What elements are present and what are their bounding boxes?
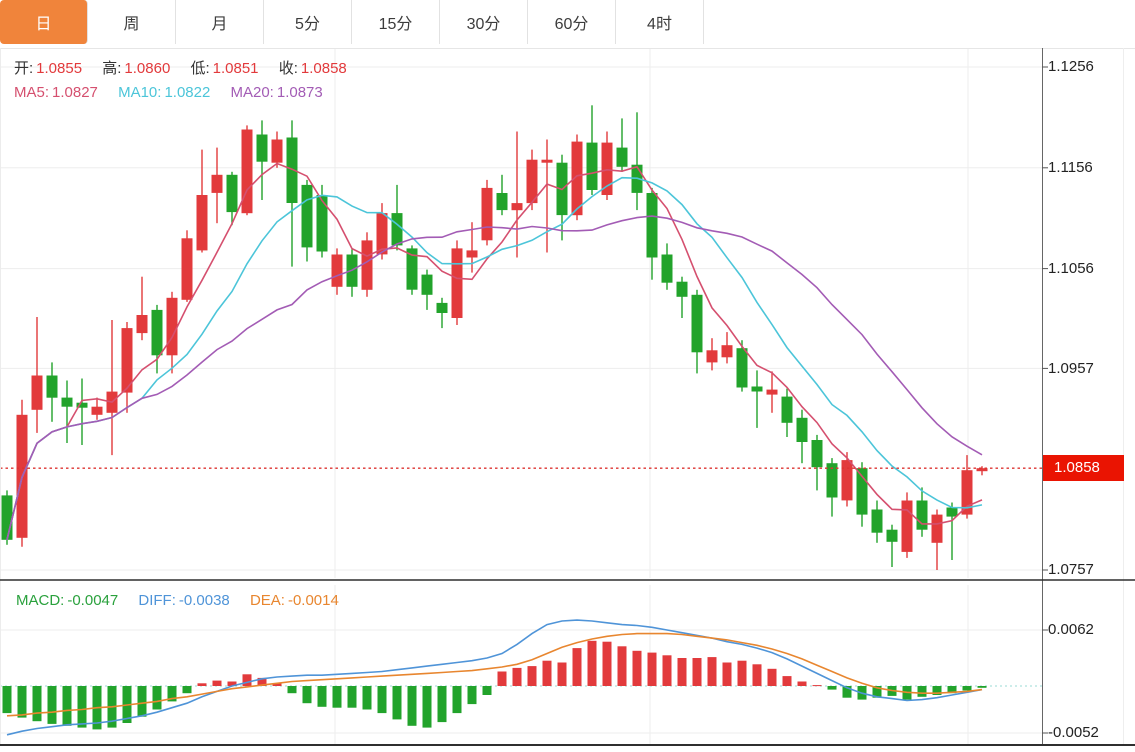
tab-30min-label: 30分 — [466, 16, 501, 33]
ohlc-readout: 开: 1.0855 高: 1.0860 低: 1.0851 收: 1.0858 — [14, 57, 363, 78]
dea-value: -0.0014 — [287, 592, 339, 609]
tab-4hour-label: 4时 — [647, 16, 672, 33]
tab-month-label: 月 — [211, 16, 228, 33]
tab-week[interactable]: 周 — [88, 0, 176, 44]
tab-month[interactable]: 月 — [176, 0, 264, 44]
y-axis-label-4: 1.0957 — [1048, 360, 1094, 377]
high-value: 1.0860 — [124, 60, 171, 77]
ma20-value: 1.0873 — [276, 84, 323, 101]
tab-60min[interactable]: 60分 — [528, 0, 616, 44]
open-label: 开: — [14, 60, 34, 77]
tab-day[interactable]: 日 — [0, 0, 88, 44]
close-value: 1.0858 — [300, 60, 347, 77]
ma-readout: MA5: 1.0827 MA10: 1.0822 MA20: 1.0873 — [14, 84, 339, 101]
open-value: 1.0855 — [36, 60, 83, 77]
high-label: 高: — [102, 60, 122, 77]
ma10-value: 1.0822 — [164, 84, 211, 101]
y-axis-label-2: 1.1156 — [1048, 159, 1093, 176]
ma5-label: MA5: — [14, 84, 50, 101]
y-axis-label-3: 1.1056 — [1048, 260, 1094, 277]
macd-readout: MACD: -0.0047 DIFF: -0.0038 DEA: -0.0014 — [16, 592, 355, 609]
y-axis-label-5: 1.0757 — [1048, 561, 1094, 578]
tab-60min-label: 60分 — [554, 16, 589, 33]
diff-value: -0.0038 — [178, 592, 230, 609]
tab-30min[interactable]: 30分 — [440, 0, 528, 44]
low-label: 低: — [190, 60, 210, 77]
y-axis-label-1: 1.1256 — [1048, 58, 1094, 75]
timeframe-tabbar: 日 周 月 5分 15分 30分 60分 4时 — [0, 0, 704, 44]
low-value: 1.0851 — [212, 60, 259, 77]
macd-axis-label-1: 0.0062 — [1048, 621, 1094, 638]
ma5-value: 1.0827 — [52, 84, 98, 101]
macd-label: MACD: — [16, 592, 65, 609]
close-label: 收: — [278, 60, 298, 77]
dea-label: DEA: — [249, 592, 285, 609]
current-price-value: 1.0858 — [1054, 459, 1100, 476]
ma20-label: MA20: — [230, 84, 274, 101]
ma10-label: MA10: — [118, 84, 162, 101]
tab-5min-label: 5分 — [295, 16, 320, 33]
tab-week-label: 周 — [123, 16, 140, 33]
tab-5min[interactable]: 5分 — [264, 0, 352, 44]
macd-value: -0.0047 — [67, 592, 119, 609]
diff-label: DIFF: — [138, 592, 176, 609]
macd-axis-label-2: -0.0052 — [1048, 724, 1099, 741]
tab-15min-label: 15分 — [378, 16, 413, 33]
current-price-tag: 1.0858 — [1043, 455, 1124, 481]
tab-4hour[interactable]: 4时 — [616, 0, 704, 44]
tab-day-label: 日 — [35, 16, 52, 33]
tab-15min[interactable]: 15分 — [352, 0, 440, 44]
